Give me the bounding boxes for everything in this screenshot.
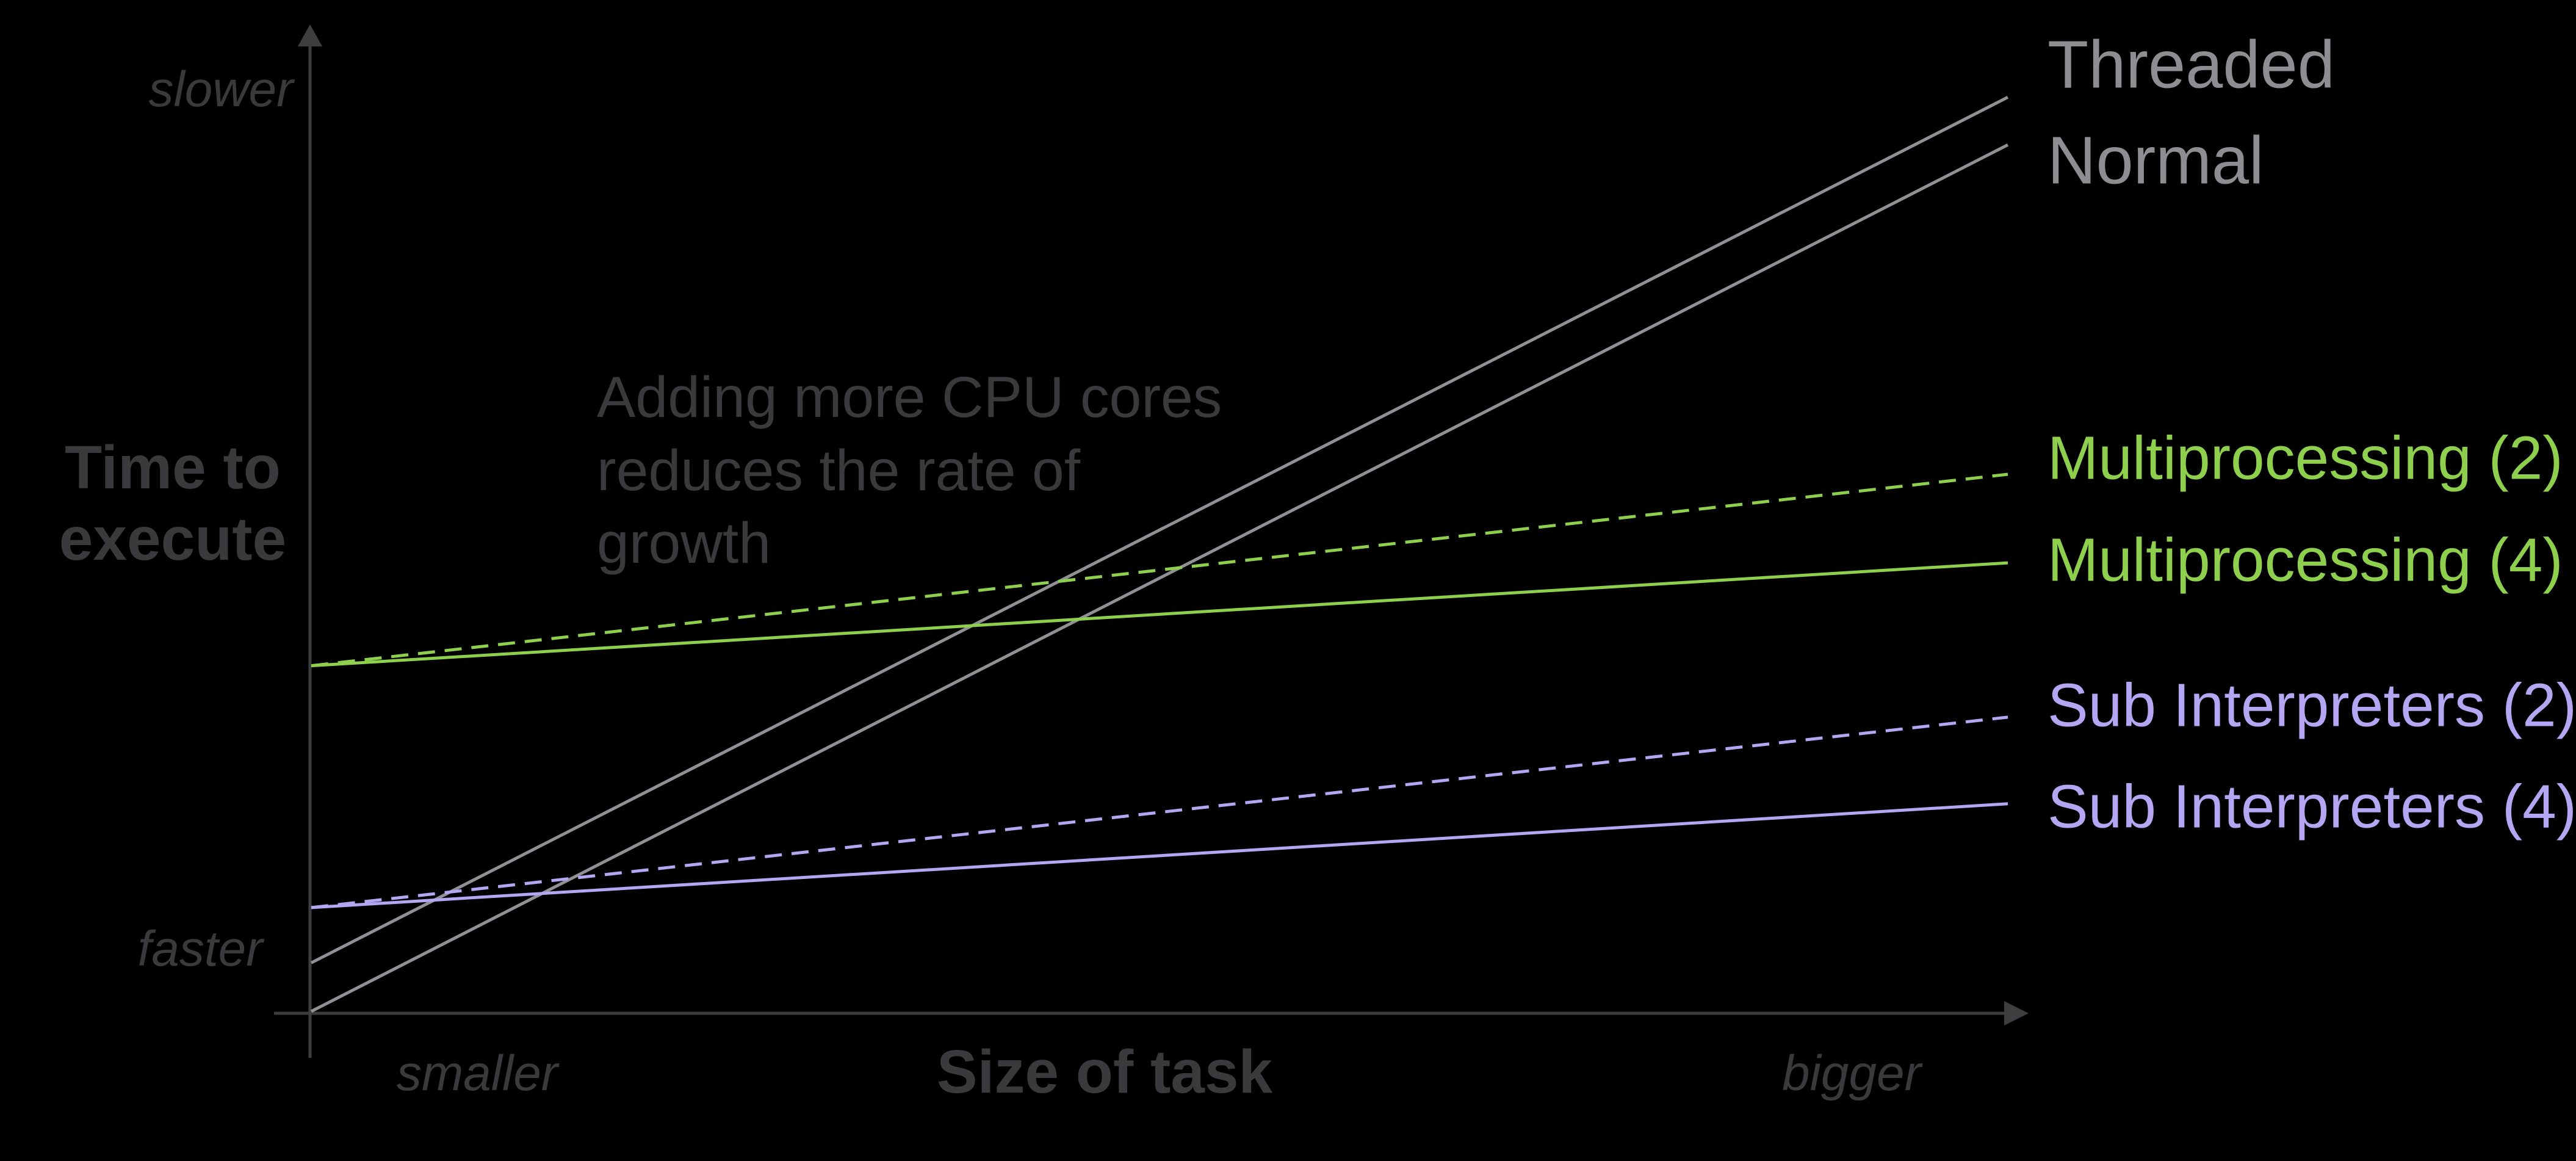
x-axis-max-label: bigger [1782,1046,1921,1101]
series-line-sub-interpreters-4 [311,802,2008,910]
legend-label-threaded: Threaded [2047,27,2335,103]
y-axis-arrowhead-icon [298,24,322,46]
legend-label-normal: Normal [2047,123,2264,198]
x-axis-min-label: smaller [396,1046,558,1101]
series-line-sub-interpreters-2 [311,715,2008,910]
series-line-normal [310,143,2009,1013]
series-line-threaded [310,96,2009,964]
x-axis-title: Size of task [936,1038,1273,1106]
y-axis-max-label: slower [148,62,294,117]
legend-label-multiprocessing-4: Multiprocessing (4) [2047,526,2563,595]
y-axis-title: Time to execute [59,433,287,573]
chart-annotation: Adding more CPU cores reduces the rate o… [597,365,1222,576]
series-line-multiprocessing-2 [311,472,2008,668]
legend-label-multiprocessing-2: Multiprocessing (2) [2047,424,2563,493]
x-axis-arrowhead-icon [2004,1001,2029,1025]
series-line-multiprocessing-4 [311,561,2008,668]
legend-label-sub-interpreters-4: Sub Interpreters (4) [2047,772,2576,841]
y-axis-min-label: faster [137,921,263,977]
legend-label-sub-interpreters-2: Sub Interpreters (2) [2047,671,2576,740]
series-lines-group [310,96,2009,1013]
